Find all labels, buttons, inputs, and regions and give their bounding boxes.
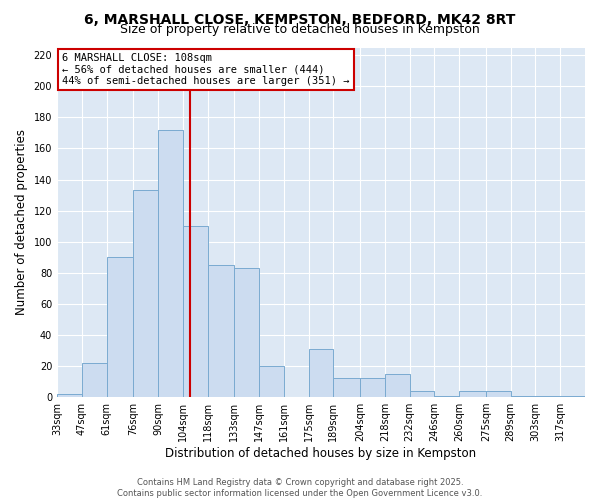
Bar <box>434 396 459 397</box>
Bar <box>234 268 259 397</box>
Bar <box>259 366 284 397</box>
Bar <box>82 363 107 397</box>
Text: Contains HM Land Registry data © Crown copyright and database right 2025.
Contai: Contains HM Land Registry data © Crown c… <box>118 478 482 498</box>
Bar <box>385 374 410 397</box>
Bar <box>535 396 560 397</box>
Bar <box>107 257 133 397</box>
Bar <box>410 391 434 397</box>
Bar <box>334 378 360 397</box>
Text: 6, MARSHALL CLOSE, KEMPSTON, BEDFORD, MK42 8RT: 6, MARSHALL CLOSE, KEMPSTON, BEDFORD, MK… <box>85 12 515 26</box>
Bar <box>183 226 208 397</box>
Text: 6 MARSHALL CLOSE: 108sqm
← 56% of detached houses are smaller (444)
44% of semi-: 6 MARSHALL CLOSE: 108sqm ← 56% of detach… <box>62 52 350 86</box>
Bar <box>560 396 585 397</box>
X-axis label: Distribution of detached houses by size in Kempston: Distribution of detached houses by size … <box>166 447 476 460</box>
Bar <box>158 130 183 397</box>
Text: Size of property relative to detached houses in Kempston: Size of property relative to detached ho… <box>120 22 480 36</box>
Bar <box>486 391 511 397</box>
Bar <box>208 265 234 397</box>
Bar <box>511 396 535 397</box>
Bar <box>57 394 82 397</box>
Bar <box>308 349 334 397</box>
Y-axis label: Number of detached properties: Number of detached properties <box>15 130 28 316</box>
Bar <box>459 391 486 397</box>
Bar <box>360 378 385 397</box>
Bar <box>133 190 158 397</box>
